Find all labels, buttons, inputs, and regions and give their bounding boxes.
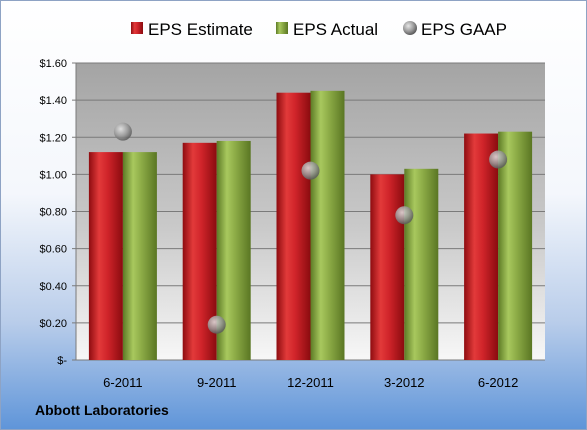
company-name: Abbott Laboratories [35,402,169,418]
bar-eps-estimate [88,152,123,360]
point-eps-gaap [395,206,414,225]
y-tick-label: $1.60 [39,58,67,70]
y-tick-label: $0.40 [39,281,67,293]
legend-eps-actual-marker [276,22,288,34]
x-tick-label: 6-2011 [103,375,143,390]
y-tick-label: $0.20 [39,318,67,330]
bar-eps-actual [310,90,345,360]
bar-eps-estimate [464,133,499,360]
bar-eps-estimate [276,92,311,360]
point-eps-gaap [113,122,132,141]
y-tick-label: $- [57,355,67,367]
bar-eps-actual [498,131,533,360]
legend-eps-gaap-marker [403,21,417,35]
x-tick-label: 3-2012 [384,375,424,390]
bar-eps-estimate [370,174,405,360]
x-tick-label: 9-2011 [197,375,237,390]
point-eps-gaap [207,315,226,334]
x-tick-label: 12-2011 [287,375,334,390]
legend-eps-actual-label: EPS Actual [293,20,378,39]
legend-eps-gaap-label: EPS GAAP [421,20,507,39]
y-tick-label: $1.00 [39,169,67,181]
y-tick-label: $1.40 [39,95,67,107]
point-eps-gaap [489,150,508,169]
point-eps-gaap [301,161,320,180]
y-tick-label: $0.60 [39,244,67,256]
y-tick-label: $1.20 [39,132,67,144]
legend-eps-estimate-label: EPS Estimate [148,20,253,39]
bar-eps-actual [404,168,439,360]
y-tick-label: $0.80 [39,207,67,219]
legend-eps-estimate-marker [131,22,143,34]
x-tick-label: 6-2012 [478,375,518,390]
bar-eps-actual [122,152,157,360]
